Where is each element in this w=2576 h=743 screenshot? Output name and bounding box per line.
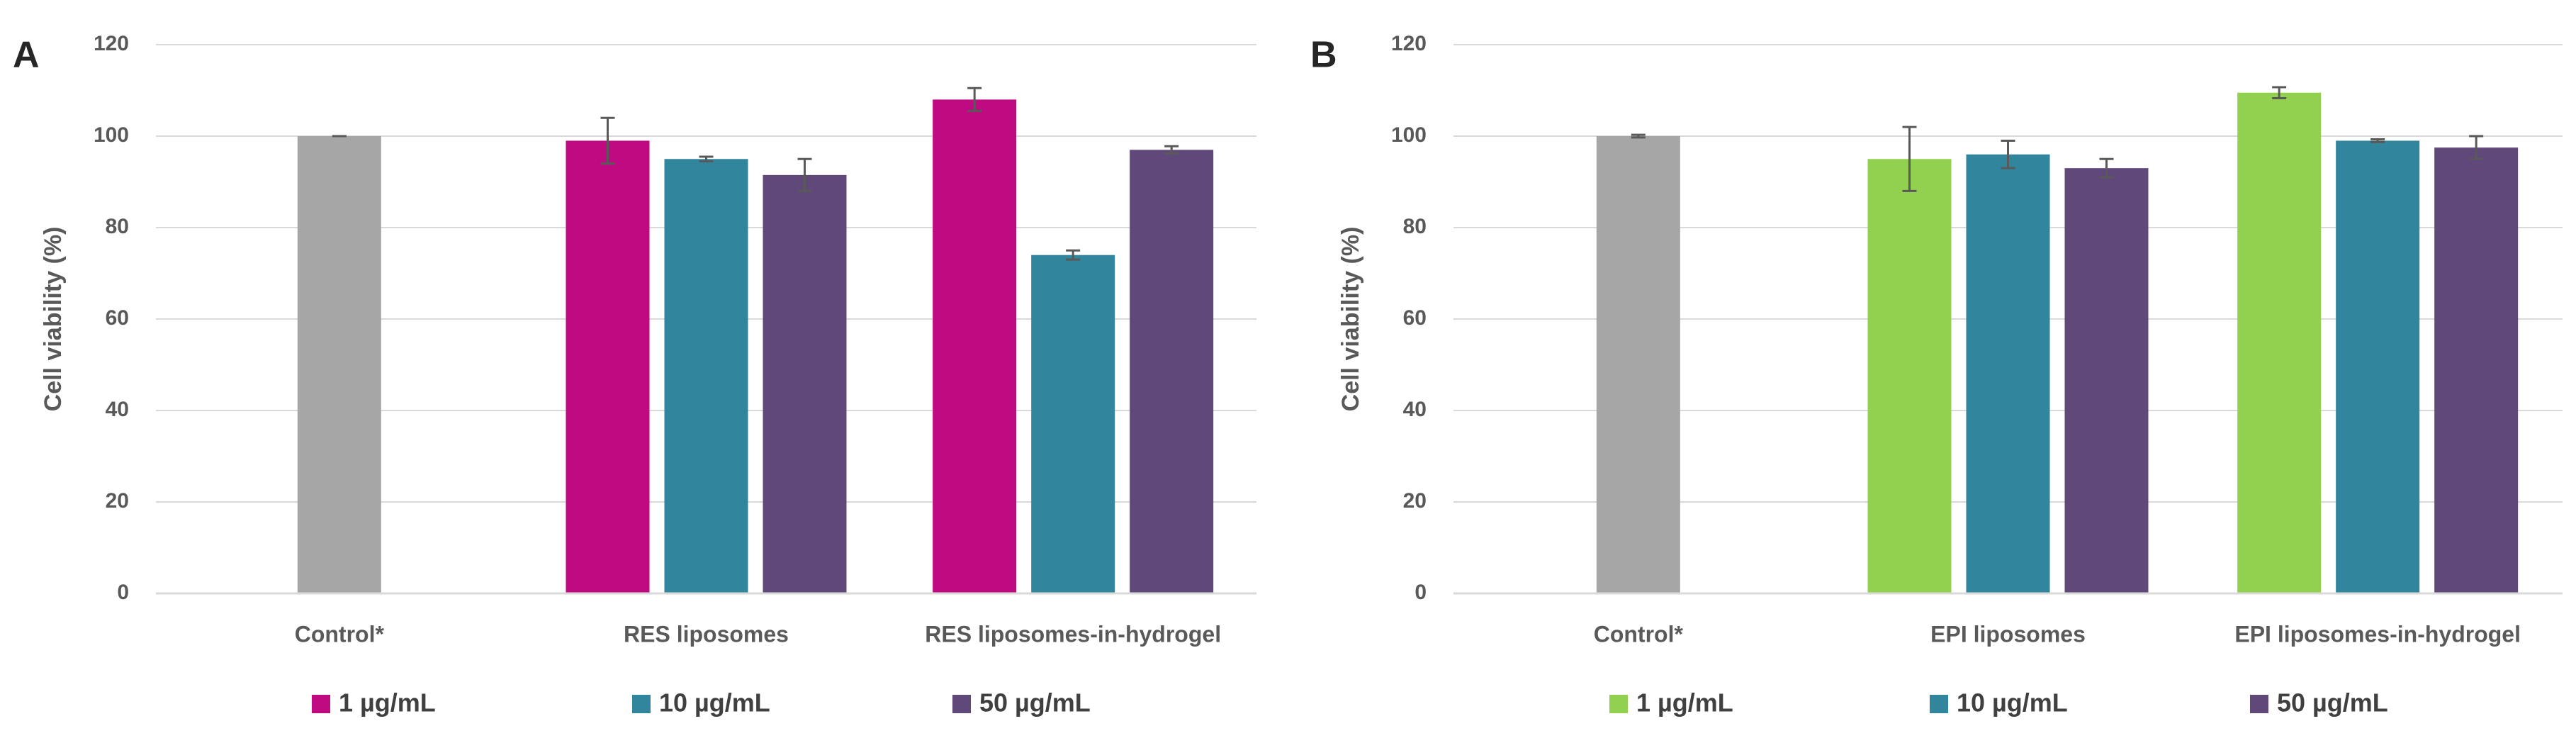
y-tick-label: 0 (1414, 581, 1427, 604)
x-tick-label: Control* (295, 621, 385, 647)
legend-label: 50 µg/mL (979, 688, 1091, 717)
legend-label: 1 µg/mL (339, 688, 436, 717)
legend-swatch (632, 695, 651, 713)
y-tick-label: 120 (1391, 32, 1427, 55)
legend-label: 10 µg/mL (659, 688, 770, 717)
y-tick-label: 100 (1391, 123, 1427, 147)
legend-label: 10 µg/mL (1957, 688, 2068, 717)
legend-swatch (2250, 695, 2268, 713)
y-tick-label: 60 (106, 306, 129, 330)
panel-label: B (1310, 35, 1337, 76)
bar (2237, 92, 2322, 594)
bar (933, 99, 1017, 593)
bar (1966, 154, 2050, 594)
x-tick-label: Control* (1594, 621, 1684, 647)
bar (566, 140, 650, 593)
legend-swatch (1930, 695, 1948, 713)
y-axis-label: Cell viability (%) (1337, 227, 1364, 412)
legend-label: 1 µg/mL (1636, 688, 1733, 717)
panel-label: A (13, 35, 40, 76)
x-tick-label: EPI liposomes-in-hydrogel (2234, 621, 2521, 647)
legend-swatch (952, 695, 971, 713)
y-tick-label: 40 (106, 398, 129, 421)
y-axis-label: Cell viability (%) (40, 227, 67, 412)
bar (1031, 255, 1115, 593)
y-tick-label: 0 (117, 581, 129, 604)
y-tick-label: 20 (1403, 489, 1427, 513)
y-tick-label: 80 (1403, 215, 1427, 238)
y-tick-label: 100 (94, 123, 129, 147)
bar (1867, 159, 1952, 593)
x-tick-label: RES liposomes (624, 621, 789, 647)
legend-swatch (1609, 695, 1628, 713)
y-tick-label: 40 (1403, 398, 1427, 421)
y-tick-label: 80 (106, 215, 129, 238)
bar (664, 159, 748, 593)
legend-label: 50 µg/mL (2277, 688, 2388, 717)
x-tick-label: RES liposomes-in-hydrogel (925, 621, 1221, 647)
bar (2336, 140, 2420, 593)
bar (2434, 147, 2519, 593)
bar (763, 174, 847, 593)
bar (297, 136, 381, 593)
bar (2064, 168, 2149, 593)
y-tick-label: 120 (94, 32, 129, 55)
legend-swatch (312, 695, 330, 713)
y-tick-label: 60 (1403, 306, 1427, 330)
bar (1130, 150, 1214, 594)
x-tick-label: EPI liposomes (1930, 621, 2086, 647)
y-tick-label: 20 (106, 489, 129, 513)
bar (1596, 136, 1680, 593)
